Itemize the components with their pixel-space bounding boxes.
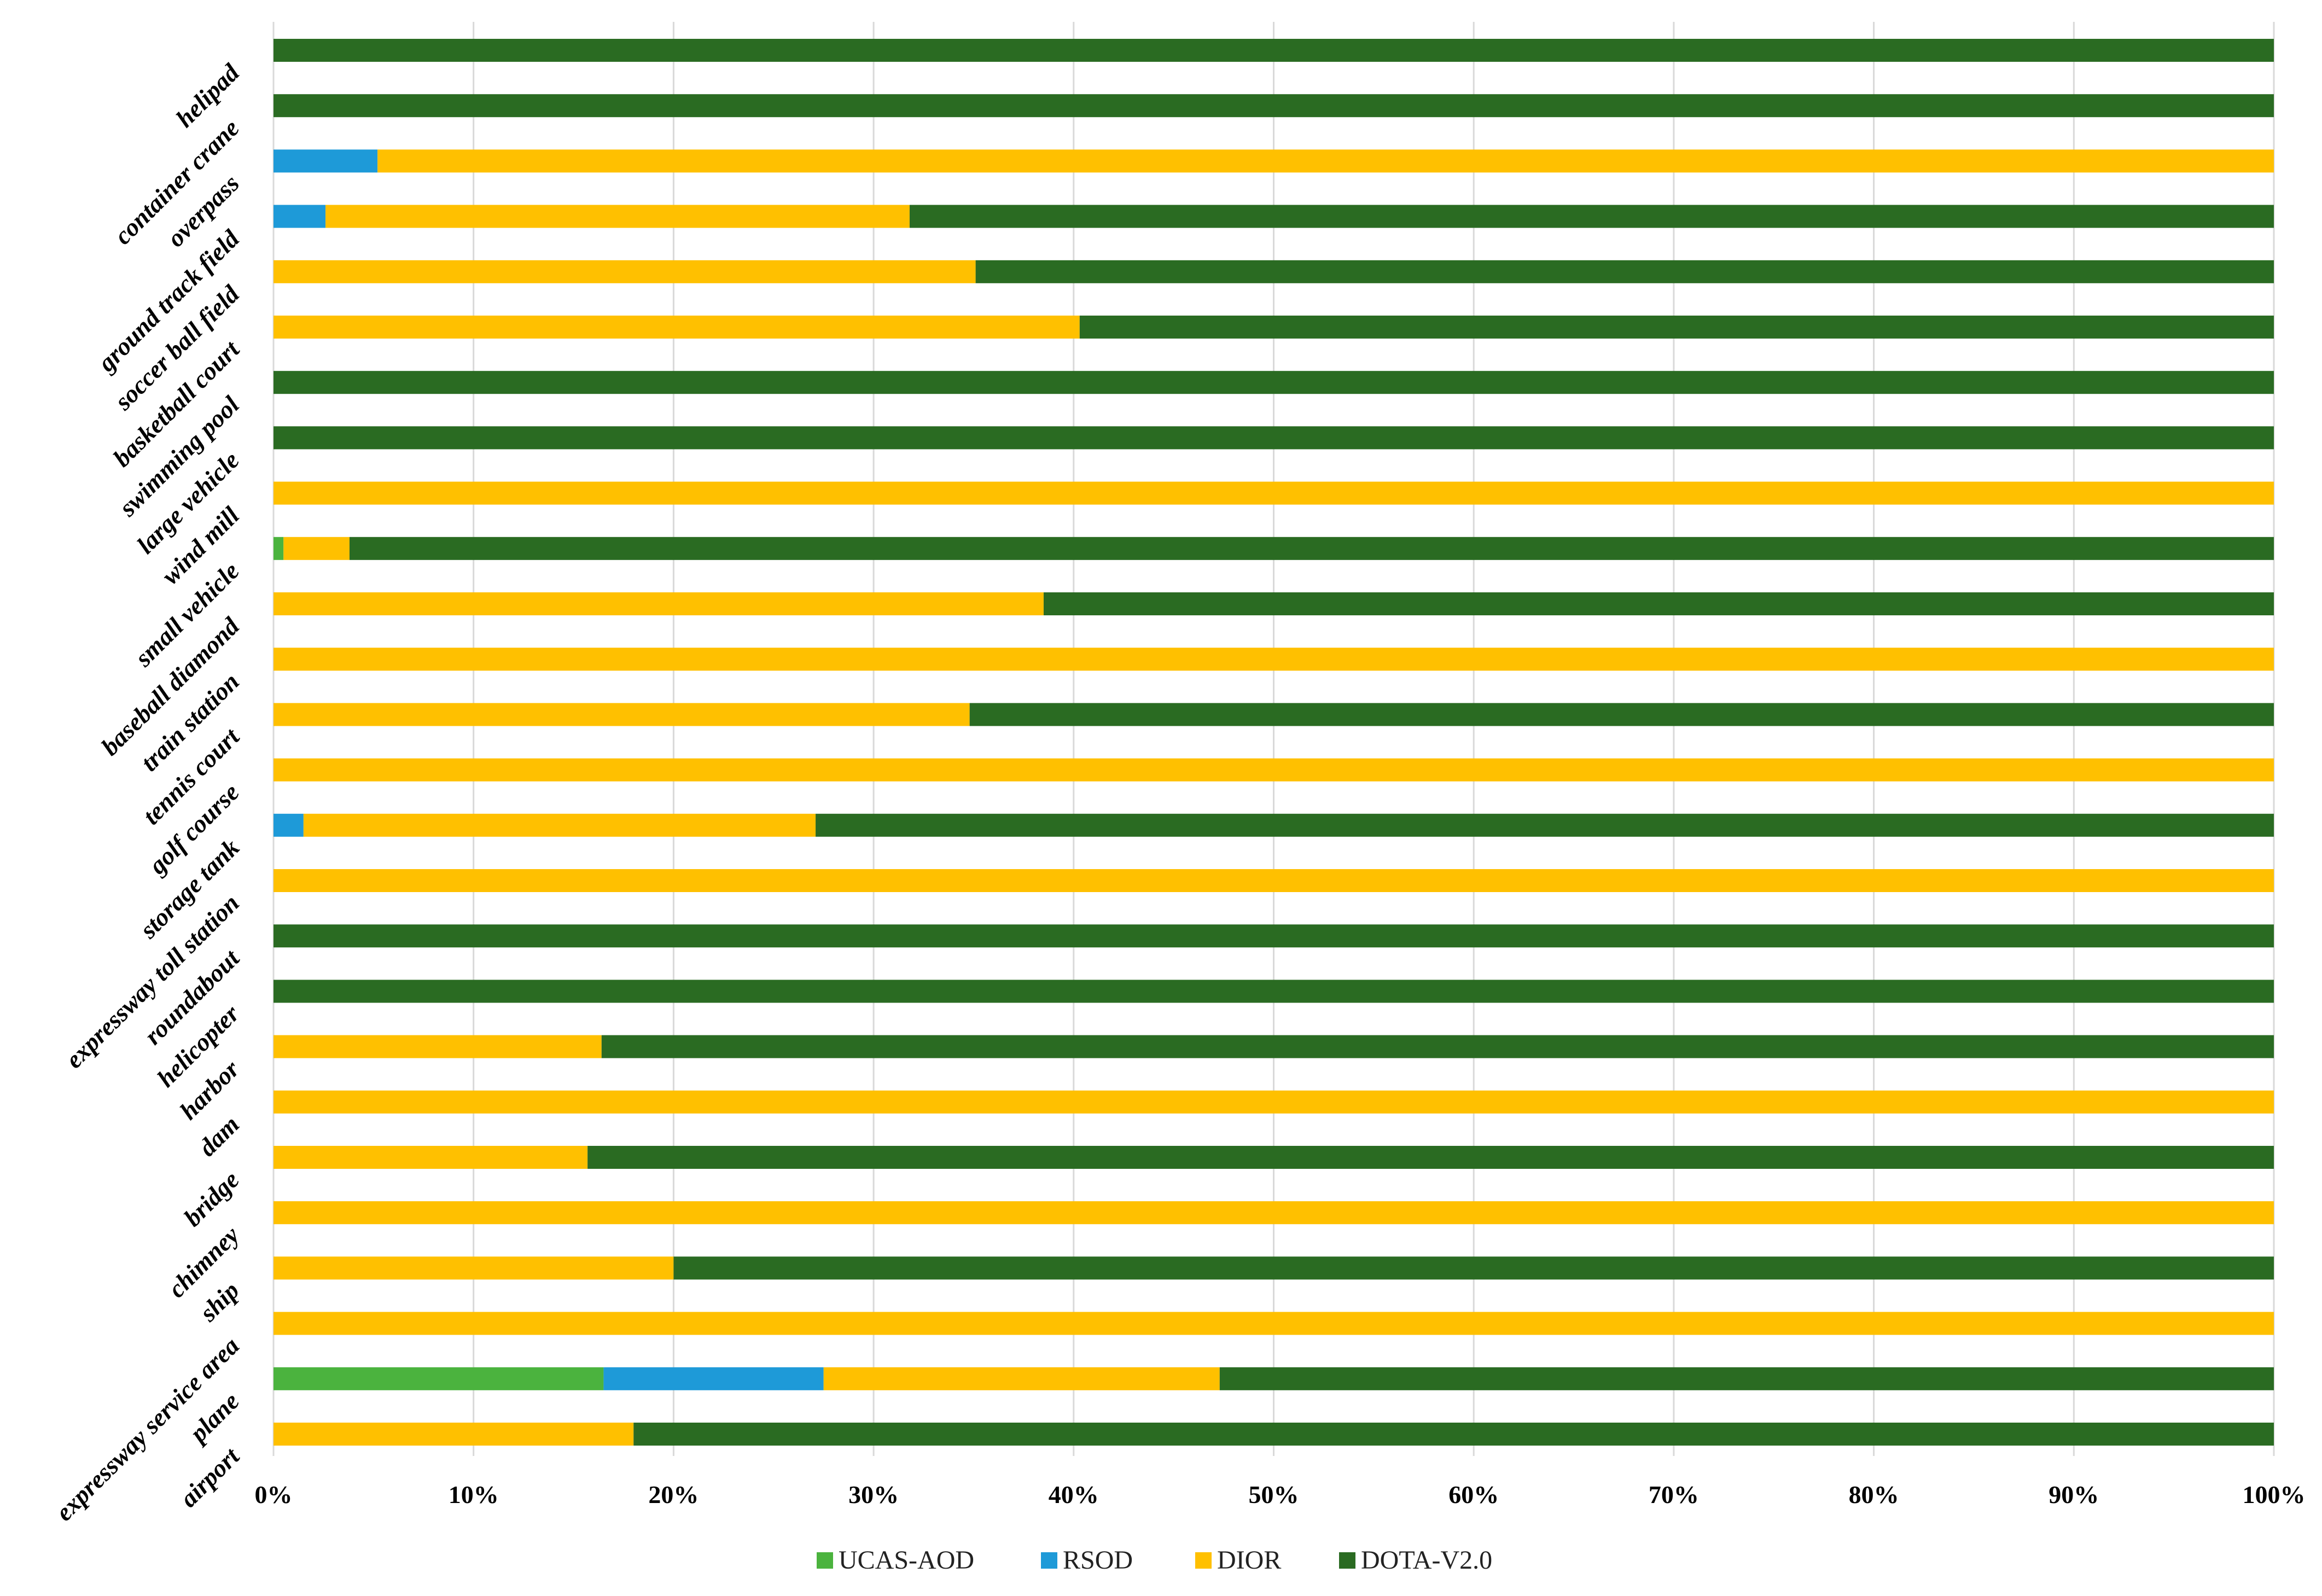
bar-dior-harbor <box>273 1035 602 1058</box>
bar-rsod-storage-tank <box>273 813 304 837</box>
x-tick-label: 20% <box>648 1481 699 1508</box>
category-label: ship <box>194 1276 245 1327</box>
bar-dota-v2-0-plane <box>1219 1367 2274 1390</box>
x-tick-label: 0% <box>255 1481 293 1508</box>
x-axis-tick-labels: 0% 10% 20% 30% 40% 50% 60% 70% 80% 90% 100% <box>255 1481 2306 1508</box>
bar-dota-v2-0-ship <box>673 1256 2274 1280</box>
bar-dior-storage-tank <box>303 813 816 837</box>
bar-dota-v2-0-helicopter <box>273 980 2274 1003</box>
x-tick-label: 80% <box>1849 1481 1899 1508</box>
bar-dior-train-station <box>273 648 2274 671</box>
bar-dior-bridge <box>273 1146 588 1169</box>
gridlines <box>272 22 2275 1456</box>
bar-dota-v2-0-airport <box>633 1423 2274 1446</box>
x-tick-label: 90% <box>2049 1481 2099 1508</box>
x-tick-label: 10% <box>449 1481 499 1508</box>
legend-label-rsod: RSOD <box>1063 1546 1133 1575</box>
bar-dota-v2-0-storage-tank <box>816 813 2274 837</box>
bar-dota-v2-0-bridge <box>587 1146 2274 1169</box>
bar-dota-v2-0-baseball-diamond <box>1043 592 2274 615</box>
bar-dota-v2-0-small-vehicle <box>349 537 2274 560</box>
bar-dota-v2-0-roundabout <box>273 924 2274 948</box>
legend: UCAS-AOD RSOD DIOR DOTA-V2.0 <box>817 1546 1492 1575</box>
legend-label-dior: DIOR <box>1217 1546 1281 1575</box>
x-tick-label: 30% <box>848 1481 899 1508</box>
bar-dior-overpass <box>377 149 2274 173</box>
bar-dior-expressway-toll-station <box>273 869 2274 892</box>
bar-dota-v2-0-tennis-court <box>969 703 2274 726</box>
category-label: bridge <box>178 1166 245 1232</box>
legend-swatch-ucas-aod <box>817 1552 833 1569</box>
bar-rsod-ground-track-field <box>273 205 326 228</box>
bar-dior-soccer-ball-field <box>273 260 976 283</box>
bar-dior-plane <box>823 1367 1220 1390</box>
category-label: airport <box>174 1442 245 1512</box>
bar-dior-basketball-court <box>273 316 1080 339</box>
bar-dota-v2-0-helipad <box>273 39 2274 62</box>
bar-dior-baseball-diamond <box>273 592 1044 615</box>
legend-swatch-rsod <box>1041 1552 1057 1569</box>
bar-ucas-aod-small-vehicle <box>273 537 284 560</box>
bar-dior-wind-mill <box>273 481 2274 505</box>
bar-dota-v2-0-soccer-ball-field <box>975 260 2274 283</box>
category-label: helipad <box>171 58 245 132</box>
bar-dota-v2-0-basketball-court <box>1079 316 2274 339</box>
bar-dior-golf-course <box>273 758 2274 782</box>
legend-label-dota-v2-0: DOTA-V2.0 <box>1361 1546 1492 1575</box>
bar-dior-chimney <box>273 1201 2274 1225</box>
x-tick-label: 100% <box>2243 1481 2306 1508</box>
legend-swatch-dior <box>1195 1552 1212 1569</box>
bar-rsod-overpass <box>273 149 378 173</box>
bar-dior-airport <box>273 1423 634 1446</box>
bar-rsod-plane <box>603 1367 824 1390</box>
x-tick-label: 60% <box>1448 1481 1499 1508</box>
bar-dior-expressway-service-area <box>273 1312 2274 1335</box>
x-tick-label: 40% <box>1049 1481 1099 1508</box>
legend-label-ucas-aod: UCAS-AOD <box>839 1546 974 1575</box>
bar-dota-v2-0-harbor <box>601 1035 2274 1058</box>
bar-dota-v2-0-large-vehicle <box>273 426 2274 450</box>
bar-dota-v2-0-swimming-pool <box>273 371 2274 394</box>
bar-dior-dam <box>273 1090 2274 1114</box>
bar-dior-small-vehicle <box>283 537 350 560</box>
x-tick-label: 50% <box>1249 1481 1299 1508</box>
bar-dior-ground-track-field <box>325 205 910 228</box>
x-tick-label: 70% <box>1649 1481 1699 1508</box>
bars <box>273 39 2274 1446</box>
bar-dota-v2-0-ground-track-field <box>909 205 2274 228</box>
bar-ucas-aod-plane <box>273 1367 604 1390</box>
legend-swatch-dota-v2-0 <box>1339 1552 1355 1569</box>
bar-dior-tennis-court <box>273 703 970 726</box>
bar-dior-ship <box>273 1256 674 1280</box>
bar-dota-v2-0-container-crane <box>273 94 2274 118</box>
